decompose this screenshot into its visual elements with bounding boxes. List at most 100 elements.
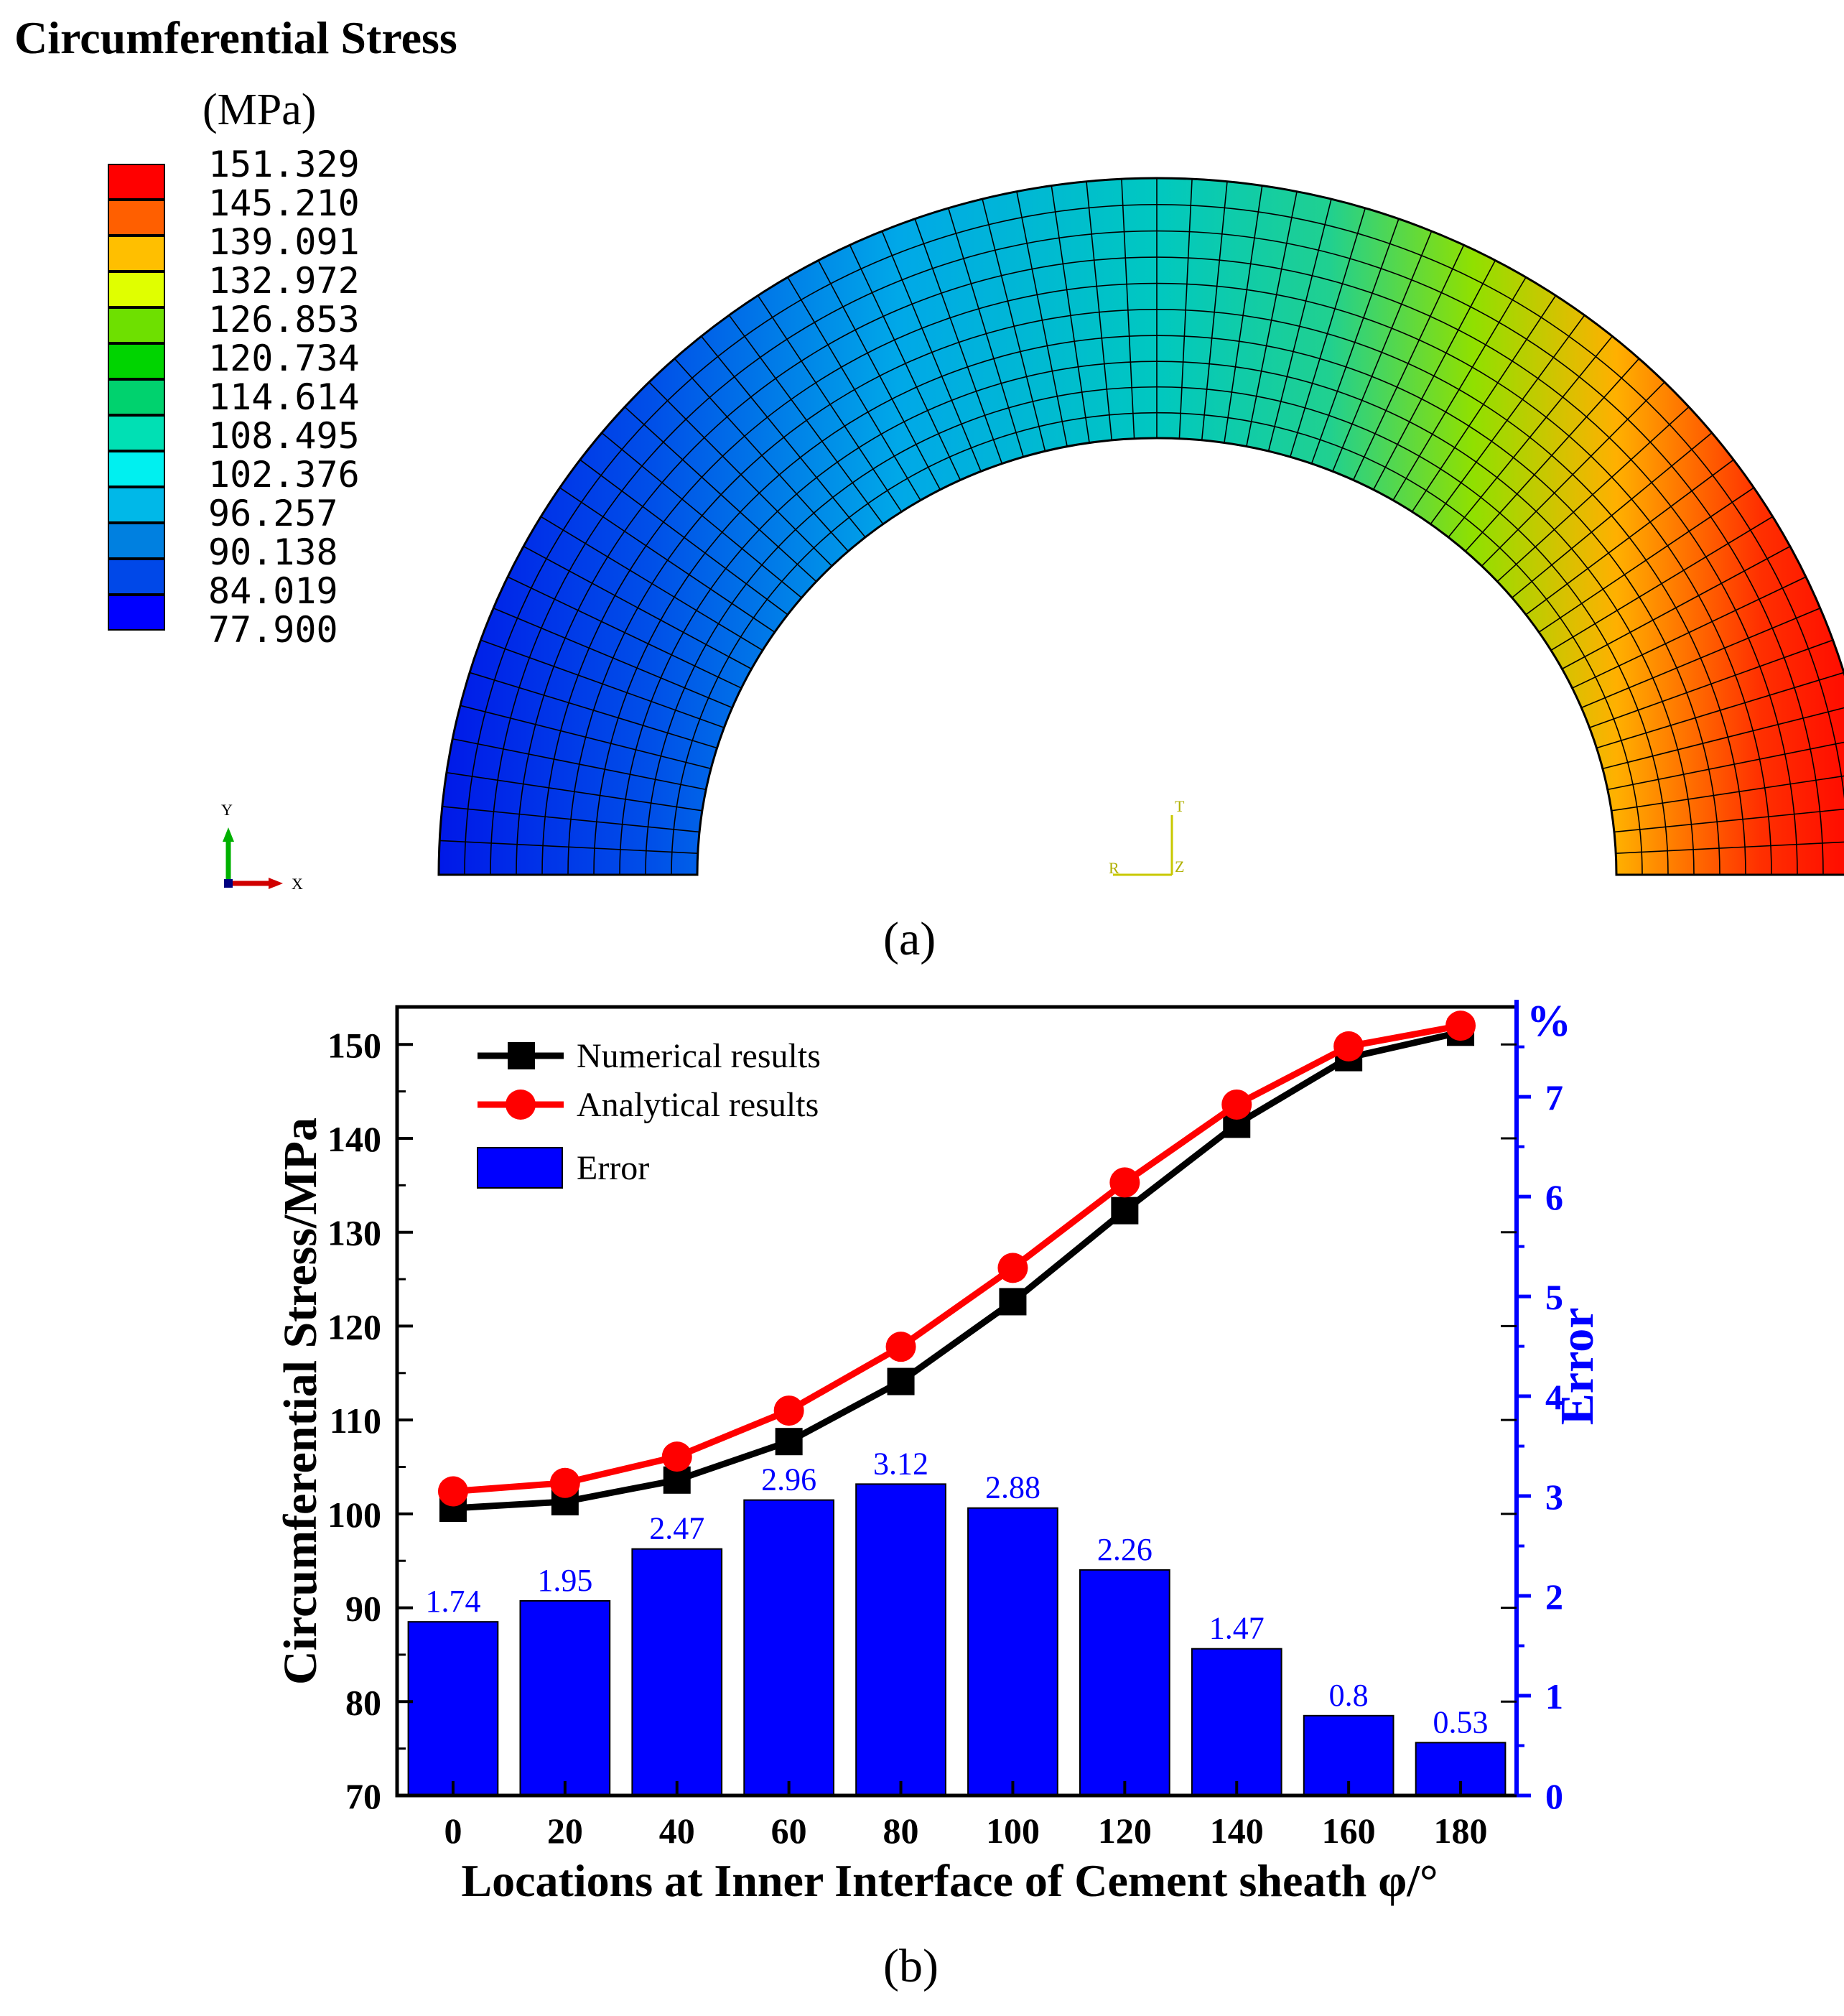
- numerical-marker: [999, 1288, 1027, 1316]
- mesh-radial-line: [1448, 335, 1614, 538]
- error-bar-label: 3.12: [873, 1446, 928, 1481]
- legend-value-label: 84.019: [208, 570, 338, 612]
- x-tick-label: 80: [883, 1811, 919, 1851]
- y-tick-label: 120: [327, 1306, 381, 1347]
- mesh-radial-line: [700, 335, 866, 538]
- panel-a-title: Circumferential Stress: [14, 12, 457, 63]
- legend-label: Numerical results: [577, 1037, 821, 1075]
- analytical-marker: [1445, 1011, 1476, 1041]
- caption-b: (b): [883, 1940, 939, 1992]
- x-tick-label: 0: [444, 1811, 462, 1851]
- legend-label: Analytical results: [577, 1086, 819, 1124]
- mesh-arc-line: [516, 256, 1798, 875]
- legend-color-swatch: [108, 164, 165, 200]
- x-tick-label: 60: [771, 1811, 807, 1851]
- y-tick-label: 80: [345, 1682, 381, 1722]
- right-y-tick-label: 7: [1545, 1077, 1563, 1118]
- y-axis-label: Circumferential Stress/MPa: [274, 1118, 327, 1685]
- x-tick-label: 140: [1210, 1811, 1264, 1851]
- y-tick-label: 70: [345, 1776, 381, 1816]
- error-bar-label: 1.47: [1209, 1611, 1265, 1646]
- error-bar-label: 1.95: [537, 1563, 592, 1598]
- legend-color-swatch: [108, 271, 165, 307]
- mesh-radial-line: [1267, 198, 1332, 452]
- global-axis-triad: Y X: [221, 801, 303, 893]
- x-tick-label: 20: [547, 1811, 583, 1851]
- color-legend-bar: [108, 164, 165, 631]
- right-y-tick-label: 1: [1545, 1676, 1563, 1717]
- mesh-radial-line: [1224, 185, 1263, 443]
- x-tick-label: 180: [1434, 1811, 1488, 1851]
- mesh-radial-line: [1246, 191, 1298, 447]
- error-bars: [407, 1483, 1507, 1797]
- right-y-tick-label: 0: [1545, 1776, 1563, 1816]
- x-axis-ticks: 0 20 40 60 80 100 120 140 160 180: [444, 1781, 1488, 1851]
- mesh-radial-line: [1178, 179, 1193, 439]
- legend-color-swatch: [108, 343, 165, 379]
- mesh-radial-line: [982, 198, 1046, 452]
- legend-color-swatch: [108, 523, 165, 559]
- legend-value-label: 126.853: [208, 299, 360, 340]
- legend-value-label: 132.972: [208, 260, 360, 302]
- legend-value-label: 96.257: [208, 493, 338, 534]
- legend-color-swatch: [108, 307, 165, 343]
- mesh-radial-line: [757, 295, 903, 512]
- left-y-axis-ticks: 70 80 90 100 110 120 130 140 150: [327, 1025, 1517, 1816]
- y-tick-label: 130: [327, 1213, 381, 1253]
- mesh-arc-line: [671, 412, 1643, 875]
- mesh-radial-line: [947, 208, 1024, 457]
- panel-a-unit: (MPa): [202, 85, 317, 134]
- error-bar: [855, 1483, 946, 1796]
- mesh-arc-line: [541, 282, 1772, 875]
- legend-value-label: 145.210: [208, 182, 360, 224]
- mesh-arc-line: [464, 204, 1844, 875]
- mesh-radial-line: [1310, 218, 1400, 464]
- mesh-radial-line: [817, 260, 941, 491]
- series-line: [452, 1028, 1462, 1512]
- legend-value-label: 139.091: [208, 221, 360, 263]
- mesh-arc-line: [593, 335, 1720, 875]
- mesh-arc-line: [619, 361, 1695, 875]
- error-bar-label: 2.26: [1097, 1532, 1152, 1567]
- mesh-radial-line: [1372, 260, 1496, 491]
- right-y-tick-label: 2: [1545, 1576, 1563, 1617]
- legend-color-swatch: [108, 451, 165, 487]
- mesh-radial-line: [1051, 185, 1090, 443]
- mesh-radial-line: [1121, 179, 1135, 439]
- mesh-radial-line: [1481, 381, 1665, 567]
- mesh-radial-line: [1430, 315, 1585, 525]
- mesh-arc-line: [567, 309, 1746, 875]
- analytical-marker: [549, 1467, 580, 1498]
- mesh-radial-line: [1086, 181, 1113, 441]
- y-tick-label: 140: [327, 1119, 381, 1159]
- numerical-marker: [775, 1428, 803, 1456]
- local-axis-triad: T R Z: [1109, 797, 1185, 877]
- error-bar-label: 0.8: [1329, 1678, 1369, 1713]
- error-bar: [967, 1507, 1058, 1796]
- legend-value-label: 102.376: [208, 454, 360, 496]
- y-tick-label: 90: [345, 1589, 381, 1629]
- mesh-radial-line: [1201, 181, 1228, 441]
- cement-sheath-mesh: [437, 177, 1844, 876]
- mesh-radial-line: [624, 406, 817, 582]
- analytical-marker: [885, 1332, 916, 1362]
- ring-fill: [437, 177, 1844, 876]
- mesh-radial-line: [1496, 406, 1690, 582]
- triad-z-label: Z: [1175, 858, 1184, 875]
- error-bar: [1191, 1648, 1282, 1796]
- x-tick-label: 160: [1322, 1811, 1376, 1851]
- triad-r-label: R: [1109, 859, 1119, 877]
- right-y-axis-ticks: 0 1 2 3 4 5 6 7: [1517, 1045, 1563, 1816]
- legend-color-swatch: [108, 379, 165, 415]
- error-bar: [519, 1599, 611, 1796]
- right-y-tick-label: 6: [1545, 1177, 1563, 1217]
- error-bar-label: 2.88: [985, 1470, 1040, 1505]
- x-tick-label: 40: [659, 1811, 695, 1851]
- analytical-marker: [997, 1253, 1028, 1283]
- analytical-marker: [661, 1441, 692, 1472]
- right-y-axis-label: Error: [1551, 1307, 1603, 1425]
- legend-value-label: 114.614: [208, 376, 360, 418]
- right-y-tick-label: 3: [1545, 1477, 1563, 1517]
- legend-value-label: 77.900: [208, 609, 338, 651]
- error-bar-label: 2.96: [761, 1462, 816, 1497]
